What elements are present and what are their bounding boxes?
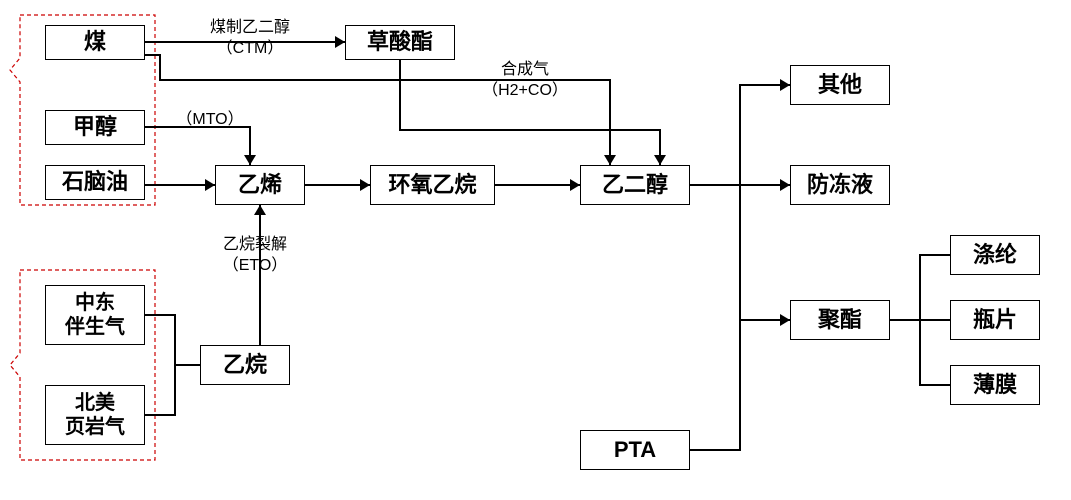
- node-pet: 聚酯: [790, 300, 890, 340]
- edge-e_me_eth: [145, 315, 200, 365]
- node-ethane: 乙烷: [200, 345, 290, 385]
- label-l_syngas: 合成气 （H2+CO）: [450, 60, 600, 102]
- edge-e_pet_poly: [890, 255, 950, 320]
- edge-e_pta_pet: [690, 320, 740, 450]
- node-oxalate: 草酸酯: [345, 25, 455, 60]
- node-methanol: 甲醇: [45, 110, 145, 145]
- flowchart-canvas: 煤甲醇石脑油中东伴生气北美页岩气 乙烷 乙烯 草酸酯环氧乙烷 乙二醇 PTA 其他防冻液聚酯…: [0, 0, 1071, 500]
- label-l_eto: 乙烷裂解 （ETO）: [195, 235, 315, 277]
- node-coal: 煤: [45, 25, 145, 60]
- label-l_mto: （MTO）: [160, 110, 260, 131]
- node-bottle: 瓶片: [950, 300, 1040, 340]
- node-film: 薄膜: [950, 365, 1040, 405]
- node-antifr: 防冻液: [790, 165, 890, 205]
- edge-e_na_eth: [145, 365, 175, 415]
- label-l_ctm: 煤制乙二醇 （CTM）: [175, 18, 325, 60]
- node-naphtha: 石脑油: [45, 165, 145, 200]
- node-nagas: 北美页岩气: [45, 385, 145, 445]
- edge-e_pet_film: [920, 320, 950, 385]
- node-pta: PTA: [580, 430, 690, 470]
- node-ethylene: 乙烯: [215, 165, 305, 205]
- edge-e_eg_pet: [740, 185, 790, 320]
- node-eo: 环氧乙烷: [370, 165, 495, 205]
- edge-e_eg_other: [690, 85, 790, 185]
- edge-e_meth_eth: [145, 127, 250, 165]
- node-eg: 乙二醇: [580, 165, 690, 205]
- node-megas: 中东伴生气: [45, 285, 145, 345]
- node-poly: 涤纶: [950, 235, 1040, 275]
- node-other: 其他: [790, 65, 890, 105]
